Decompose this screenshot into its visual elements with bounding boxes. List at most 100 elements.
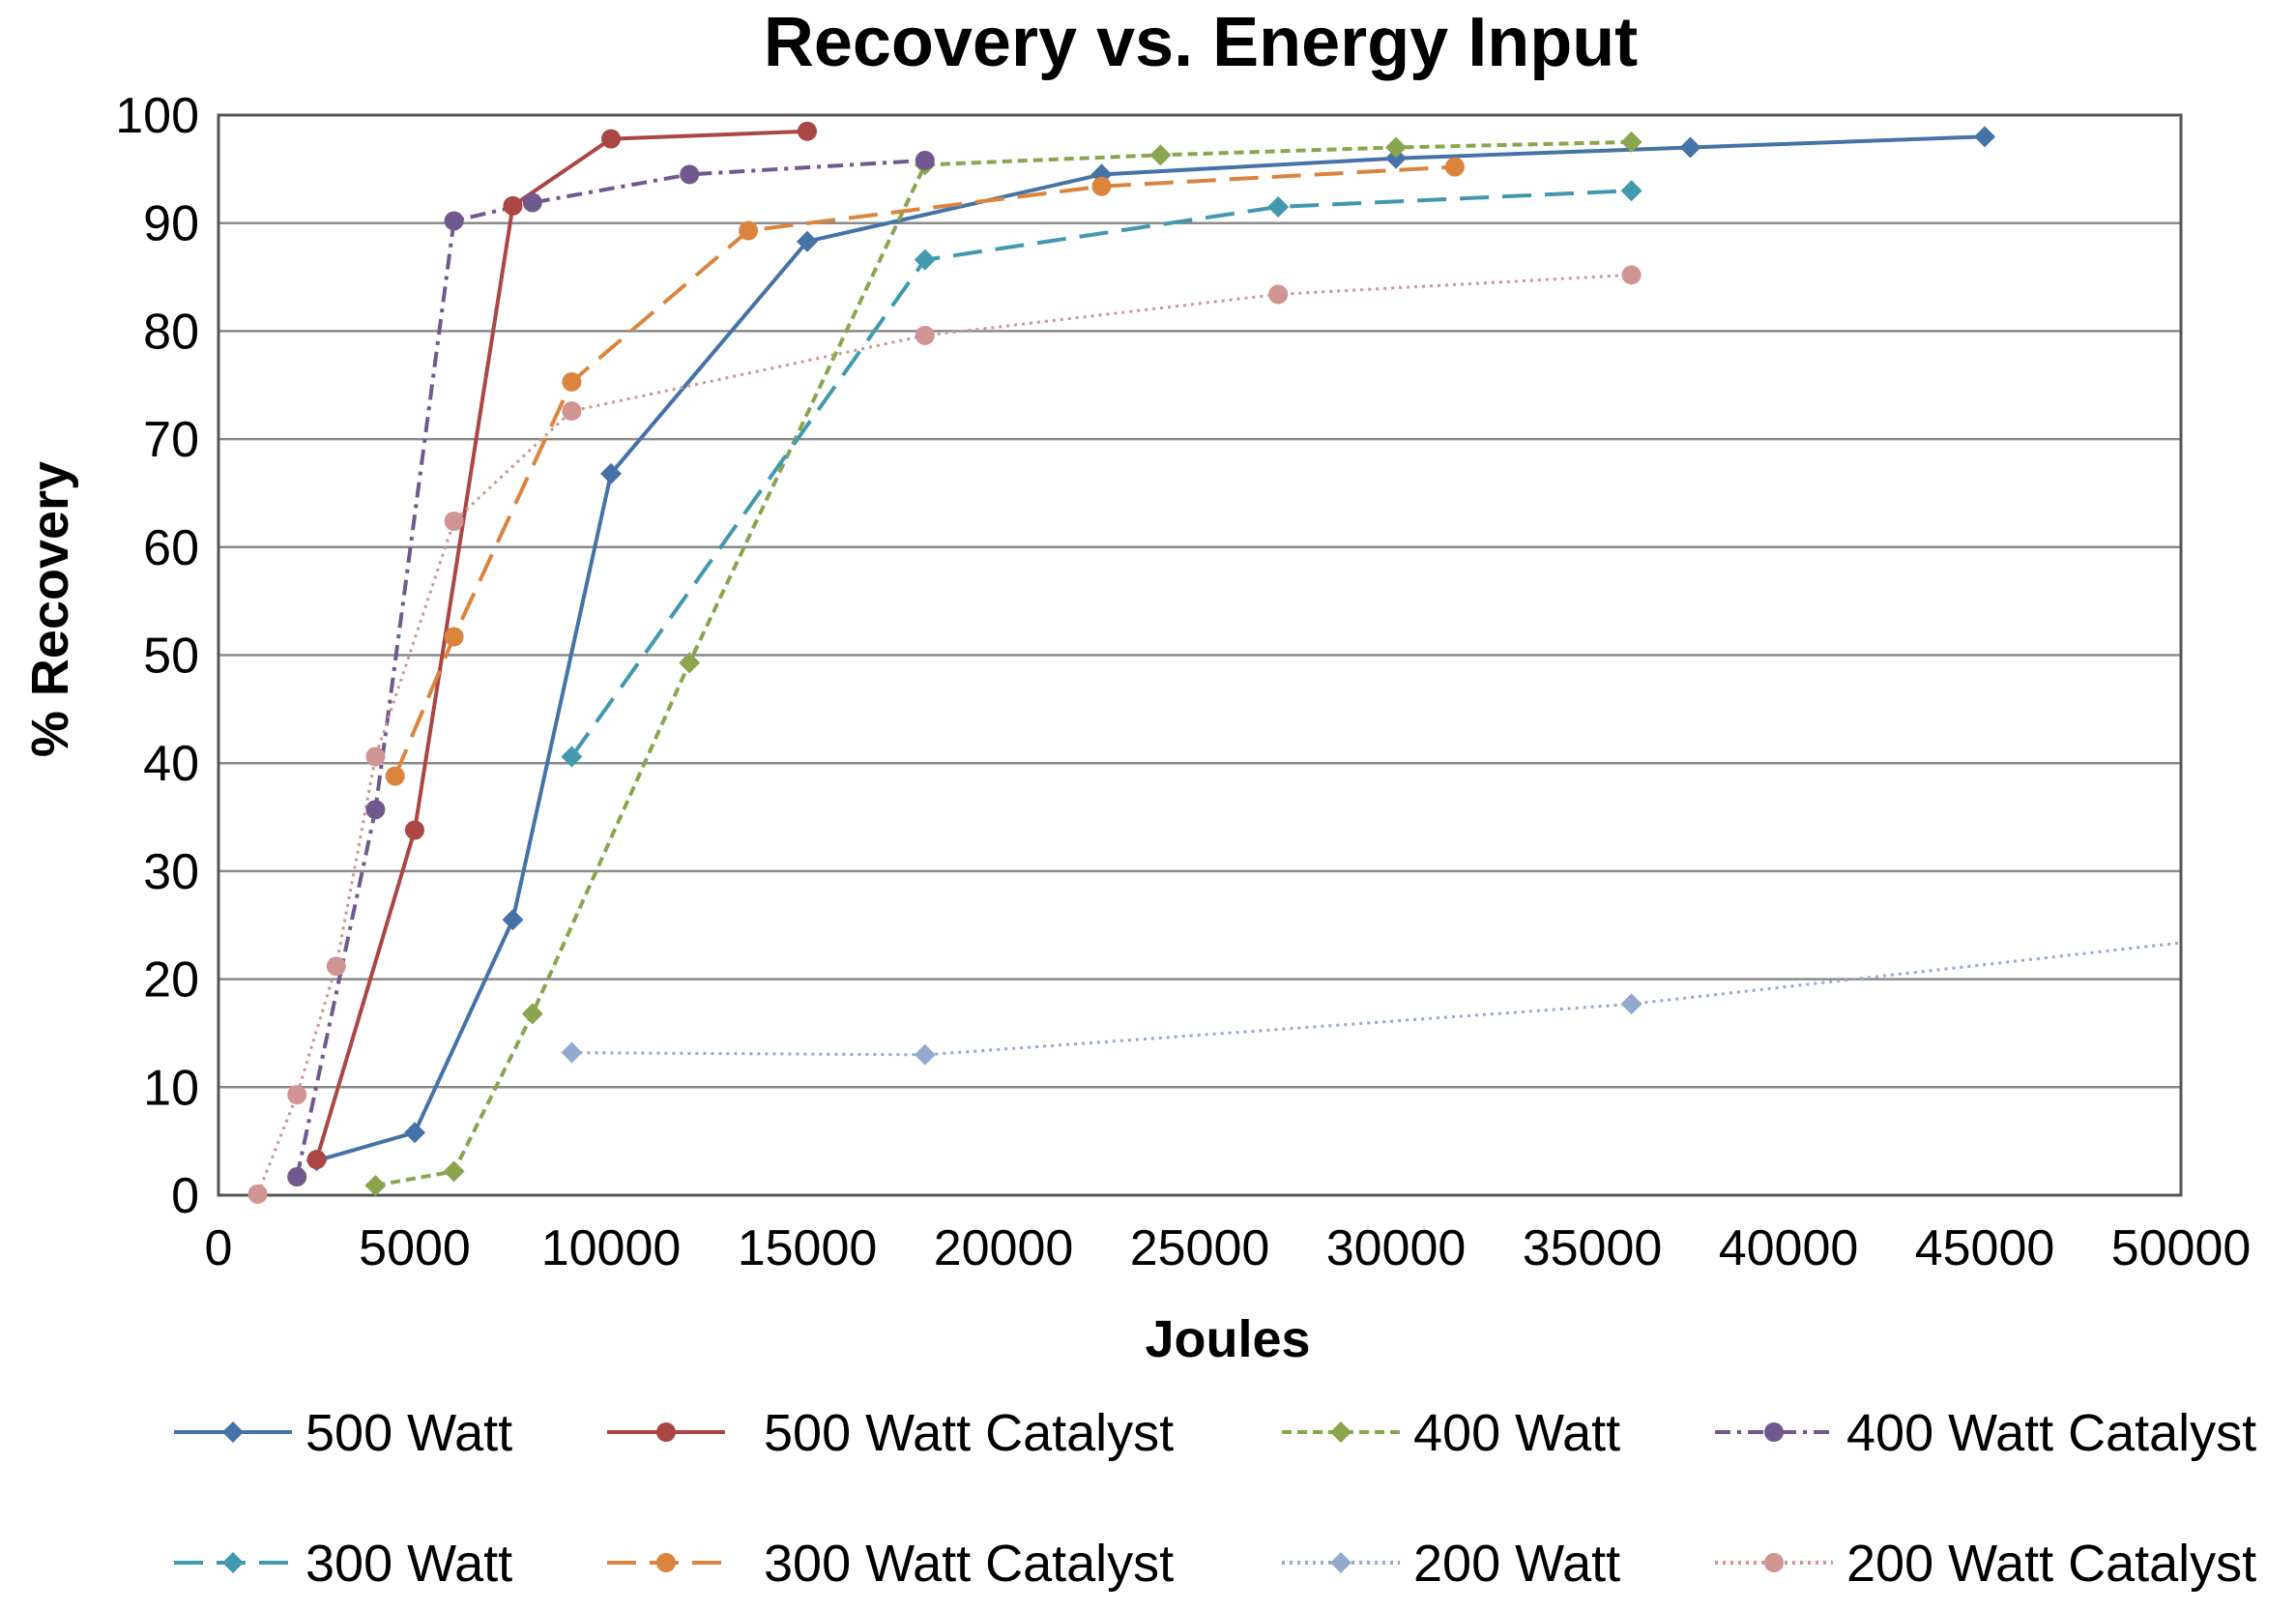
x-tick-label: 15000 xyxy=(738,1220,878,1276)
y-tick-label: 90 xyxy=(143,196,199,252)
series-line xyxy=(256,273,1632,1195)
legend-marker xyxy=(1330,1421,1351,1443)
data-point xyxy=(365,800,386,820)
series-line xyxy=(314,129,808,1160)
x-tick-label: 45000 xyxy=(1915,1220,2055,1276)
x-tick-label: 40000 xyxy=(1719,1220,1859,1276)
data-point xyxy=(915,325,935,345)
y-axis-title: % Recovery xyxy=(21,461,79,757)
data-point xyxy=(364,1174,387,1196)
legend-label: 400 Watt xyxy=(1413,1404,1620,1462)
data-point xyxy=(287,1085,307,1105)
data-point xyxy=(915,150,935,170)
chart-title: Recovery vs. Energy Input xyxy=(764,4,1638,81)
data-point xyxy=(1091,176,1112,196)
y-tick-label: 50 xyxy=(143,629,199,685)
legend-marker xyxy=(1764,1422,1784,1442)
legend: 500 Watt 500 Watt Catalyst 400 Watt 400 Wat… xyxy=(174,1404,2256,1593)
series-line xyxy=(375,139,1632,1187)
legend-marker xyxy=(656,1422,676,1442)
legend-marker xyxy=(656,1553,676,1572)
data-point xyxy=(739,220,759,241)
data-point xyxy=(914,249,936,271)
plot-area-border xyxy=(217,113,2183,1197)
legend-label: 200 Watt Catalyst xyxy=(1846,1535,2256,1593)
legend-label: 200 Watt xyxy=(1413,1535,1620,1593)
data-point xyxy=(601,129,621,149)
data-point xyxy=(1679,136,1701,159)
data-point xyxy=(1268,284,1289,305)
x-tick-label: 0 xyxy=(205,1220,233,1276)
data-point xyxy=(1385,136,1407,159)
data-point xyxy=(405,820,424,840)
legend-marker xyxy=(1330,1552,1351,1573)
y-tick-label: 30 xyxy=(143,844,199,900)
x-tick-label: 5000 xyxy=(359,1220,471,1276)
x-tick-label: 30000 xyxy=(1326,1220,1467,1276)
y-tick-labels: 0 10 20 30 40 50 60 70 80 90 100 xyxy=(115,88,199,1224)
data-point xyxy=(679,652,701,674)
series-line xyxy=(295,158,925,1178)
data-point xyxy=(562,371,582,392)
legend-item: 200 Watt xyxy=(1282,1535,1620,1593)
data-point xyxy=(1385,147,1407,169)
series-line xyxy=(392,164,1456,777)
y-tick-label: 70 xyxy=(143,412,199,468)
y-tick-label: 40 xyxy=(143,736,199,792)
y-tick-label: 80 xyxy=(143,304,199,360)
data-point xyxy=(444,211,464,231)
data-point xyxy=(444,627,464,647)
legend-item: 300 Watt Catalyst xyxy=(607,1535,1174,1593)
data-point xyxy=(798,121,817,141)
data-point xyxy=(521,1003,543,1025)
data-point xyxy=(326,956,346,977)
y-tick-label: 60 xyxy=(143,520,199,576)
legend-item: 400 Watt xyxy=(1282,1404,1620,1462)
data-point xyxy=(600,462,622,484)
data-point xyxy=(1149,144,1172,166)
data-point xyxy=(365,747,386,767)
legend-item: 300 Watt xyxy=(174,1535,512,1593)
legend-item: 500 Watt Catalyst xyxy=(607,1404,1174,1462)
legend-marker xyxy=(1764,1553,1784,1572)
data-point xyxy=(404,1122,425,1144)
data-point xyxy=(1267,195,1290,218)
gridlines xyxy=(218,221,2181,1089)
data-point xyxy=(502,909,524,931)
x-tick-label: 10000 xyxy=(541,1220,682,1276)
data-point xyxy=(1621,265,1642,285)
x-tick-label: 50000 xyxy=(2111,1220,2252,1276)
series-line xyxy=(315,134,1986,1163)
legend-marker xyxy=(222,1552,244,1573)
legend-label: 500 Watt Catalyst xyxy=(764,1404,1174,1462)
data-point xyxy=(562,401,582,422)
data-point xyxy=(503,195,523,216)
legend-label: 400 Watt Catalyst xyxy=(1846,1404,2256,1462)
data-point xyxy=(1620,180,1642,202)
x-tick-label: 35000 xyxy=(1523,1220,1663,1276)
legend-item: 500 Watt xyxy=(174,1404,512,1462)
legend-label: 300 Watt Catalyst xyxy=(764,1535,1174,1593)
legend-marker xyxy=(222,1421,244,1443)
data-point xyxy=(444,511,464,531)
data-point xyxy=(1974,126,1995,148)
data-point xyxy=(914,1043,936,1066)
legend-label: 300 Watt xyxy=(305,1535,512,1593)
data-point xyxy=(1620,993,1642,1015)
data-point xyxy=(680,164,700,185)
data-point xyxy=(561,746,583,768)
y-tick-label: 0 xyxy=(171,1168,199,1224)
data-point xyxy=(306,1150,327,1170)
data-point xyxy=(522,192,542,213)
x-tick-label: 20000 xyxy=(934,1220,1074,1276)
data-point xyxy=(797,230,818,252)
series-markers xyxy=(247,121,1995,1204)
data-point xyxy=(1444,157,1465,177)
data-point xyxy=(561,1041,583,1064)
series-line xyxy=(569,189,1632,758)
legend-item: 200 Watt Catalyst xyxy=(1715,1535,2256,1593)
legend-label: 500 Watt xyxy=(305,1404,512,1462)
axes xyxy=(217,113,2183,1197)
data-point xyxy=(443,1160,465,1183)
